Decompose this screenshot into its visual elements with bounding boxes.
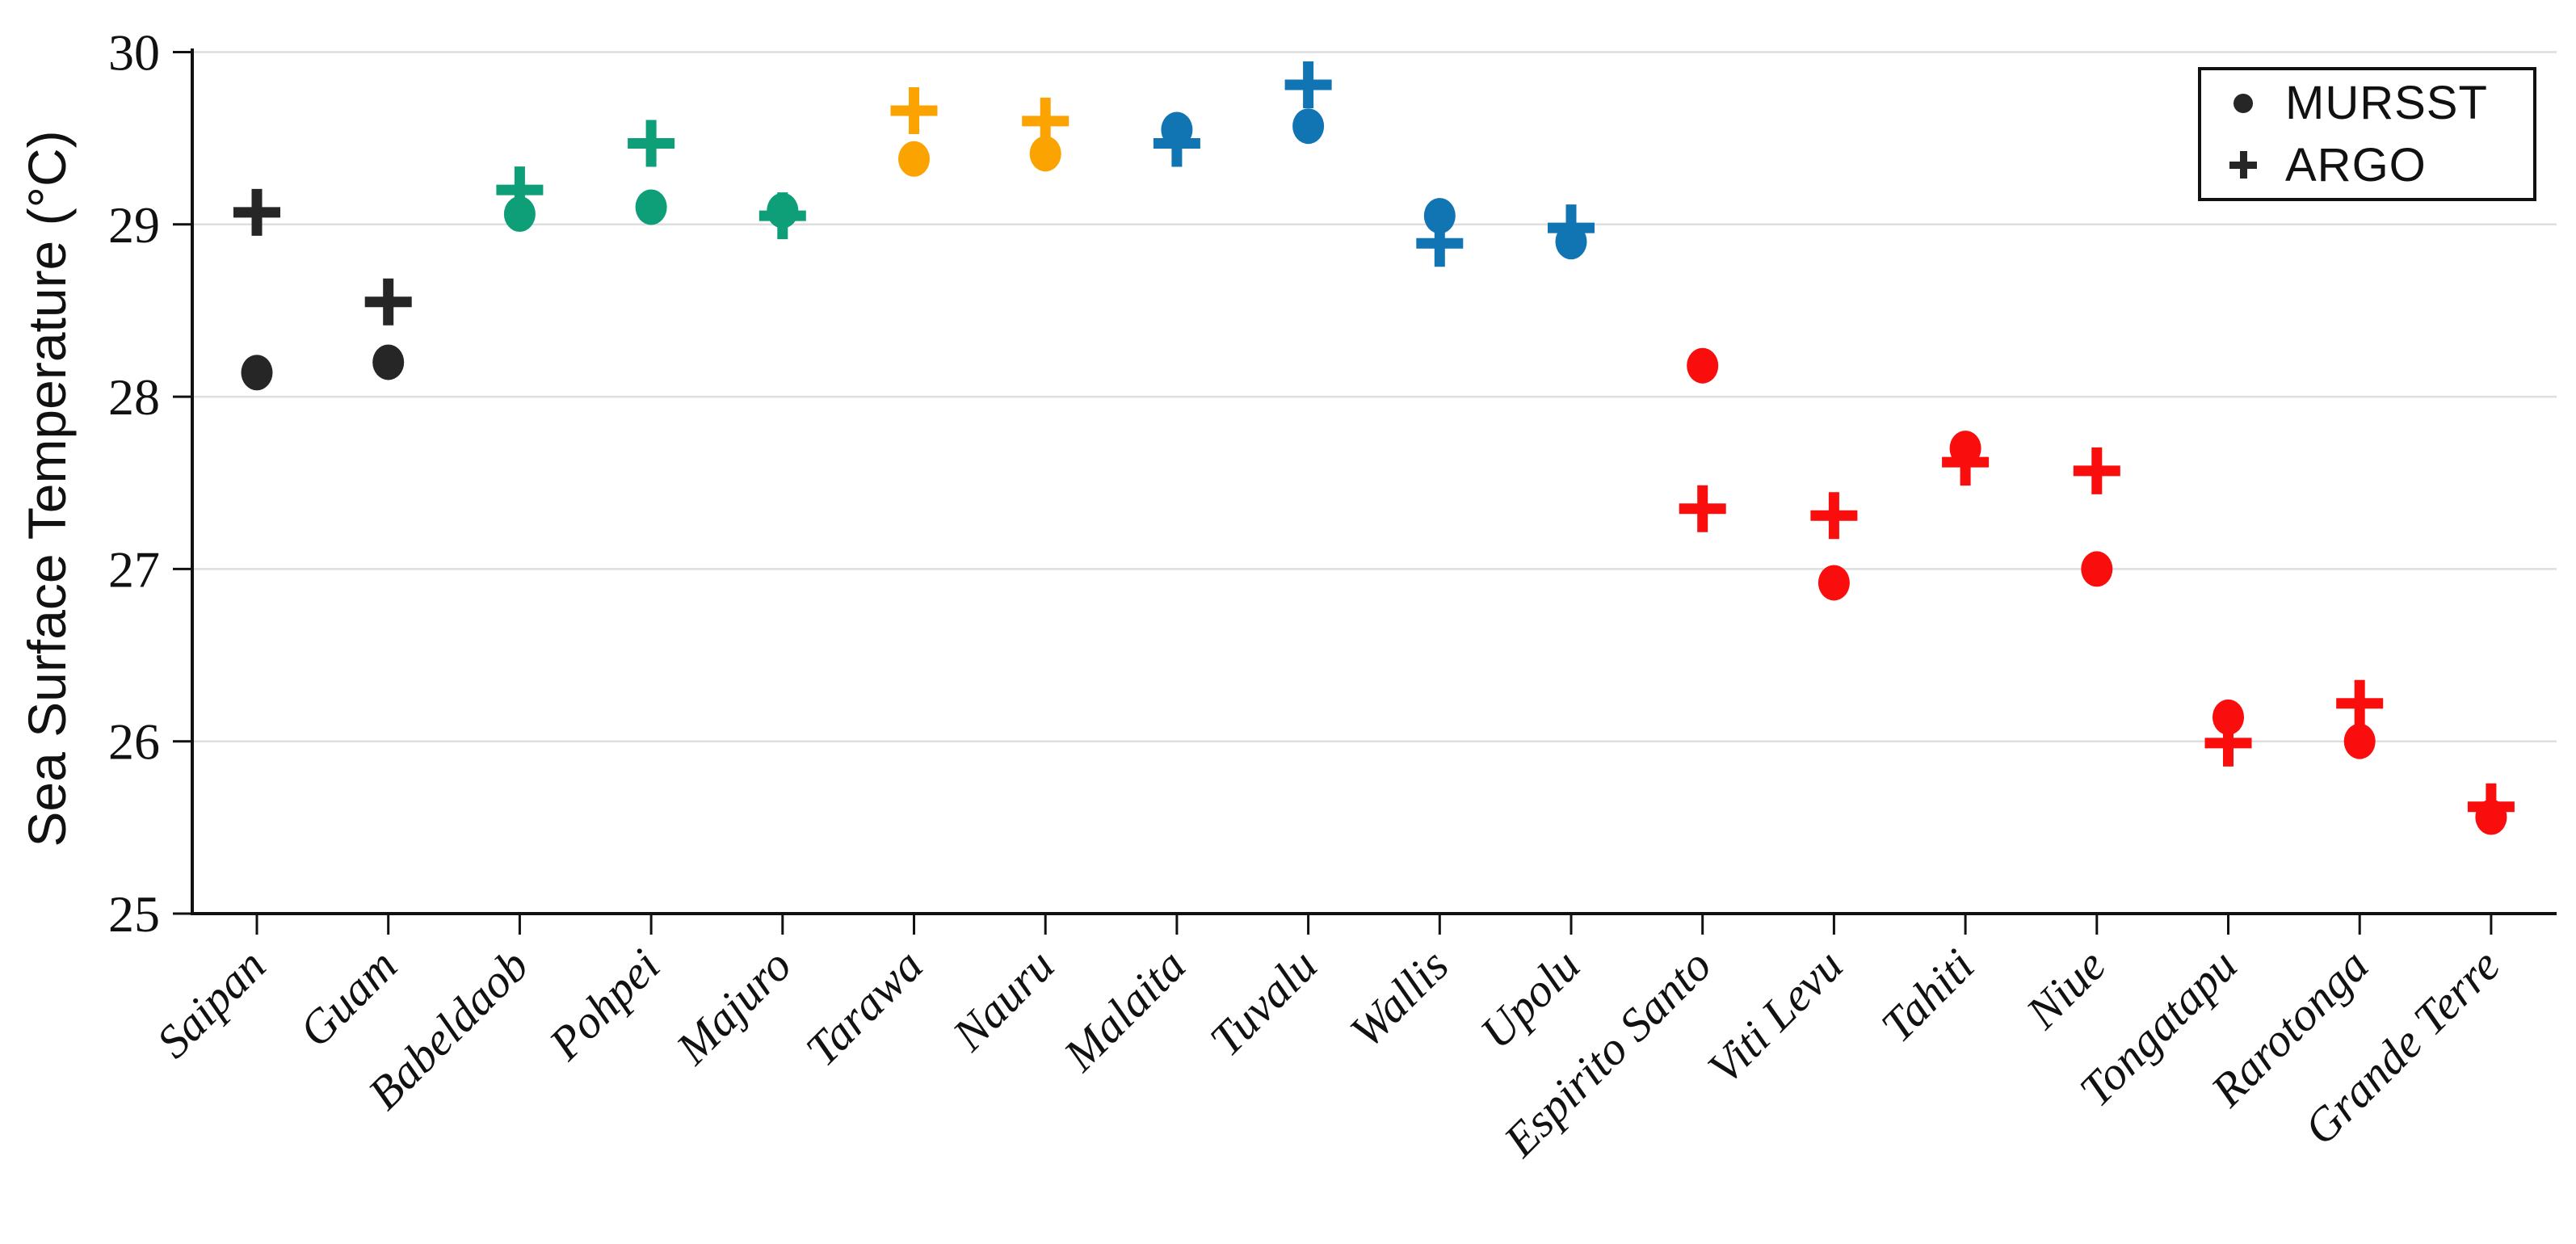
y-tick-label-25: 25: [108, 885, 160, 943]
mursst-marker-upolu: [1555, 224, 1587, 260]
x-category-label-nauru: Nauru: [942, 939, 1065, 1061]
argo-marker-guam: [364, 278, 412, 326]
mursst-marker-tahiti: [1949, 431, 1981, 467]
x-category-label-tuvalu: Tuvalu: [1200, 939, 1327, 1066]
y-tick-label-29: 29: [108, 196, 160, 254]
legend-row-argo: ARGO: [2201, 136, 2533, 194]
mursst-marker-majuro: [767, 192, 799, 229]
argo-marker-pohpei: [628, 120, 675, 167]
x-category-label-pohpei: Pohpei: [538, 939, 670, 1070]
mursst-marker-nauru: [1029, 136, 1061, 172]
legend-label-mursst: MURSST: [2285, 77, 2488, 130]
y-axis-label: Sea Surface Temperature (°C): [17, 130, 77, 847]
x-category-label-saipan: Saipan: [146, 939, 275, 1068]
y-tick-label-30: 30: [108, 24, 160, 82]
mursst-marker-malaita: [1161, 111, 1193, 148]
mursst-marker-viti-levu: [1817, 565, 1850, 601]
x-category-label-niue: Niue: [2015, 939, 2116, 1039]
argo-marker-rarotonga: [2336, 679, 2384, 727]
mursst-dot-icon: [2201, 93, 2285, 113]
mursst-marker-grande-terre: [2475, 799, 2507, 835]
argo-marker-saipan: [233, 188, 280, 236]
argo-marker-espirito-santo: [1679, 485, 1726, 532]
x-category-label-upolu: Upolu: [1470, 939, 1590, 1058]
x-category-label-tarawa: Tarawa: [796, 939, 933, 1076]
mursst-marker-niue: [2081, 551, 2113, 587]
argo-marker-tuvalu: [1284, 61, 1332, 109]
argo-marker-viti-levu: [1810, 492, 1858, 540]
mursst-marker-guam: [372, 344, 405, 380]
mursst-marker-tuvalu: [1292, 108, 1325, 145]
mursst-marker-saipan: [241, 355, 273, 391]
x-category-label-tahiti: Tahiti: [1871, 939, 1984, 1052]
mursst-marker-wallis: [1423, 198, 1456, 234]
mursst-marker-tongatapu: [2213, 699, 2244, 735]
y-tick-label-27: 27: [108, 540, 160, 598]
argo-marker-niue: [2073, 447, 2120, 494]
y-tick-label-26: 26: [108, 713, 160, 771]
argo-plus-icon: [2201, 151, 2285, 179]
legend-label-argo: ARGO: [2285, 138, 2427, 191]
x-category-label-viti-levu: Viti Levu: [1697, 939, 1852, 1094]
mursst-marker-espirito-santo: [1687, 347, 1719, 384]
mursst-marker-tarawa: [898, 141, 930, 177]
legend-row-mursst: MURSST: [2201, 74, 2533, 132]
x-category-label-malaita: Malaita: [1053, 939, 1196, 1082]
y-tick-label-28: 28: [108, 368, 160, 426]
x-category-label-guam: Guam: [289, 939, 407, 1057]
x-category-label-majuro: Majuro: [666, 939, 801, 1074]
legend: MURSST ARGO: [2198, 67, 2536, 201]
mursst-marker-babeldaob: [503, 196, 536, 233]
x-category-label-wallis: Wallis: [1339, 939, 1458, 1057]
argo-marker-tarawa: [890, 87, 938, 135]
mursst-marker-pohpei: [635, 189, 667, 225]
mursst-marker-rarotonga: [2343, 723, 2376, 759]
